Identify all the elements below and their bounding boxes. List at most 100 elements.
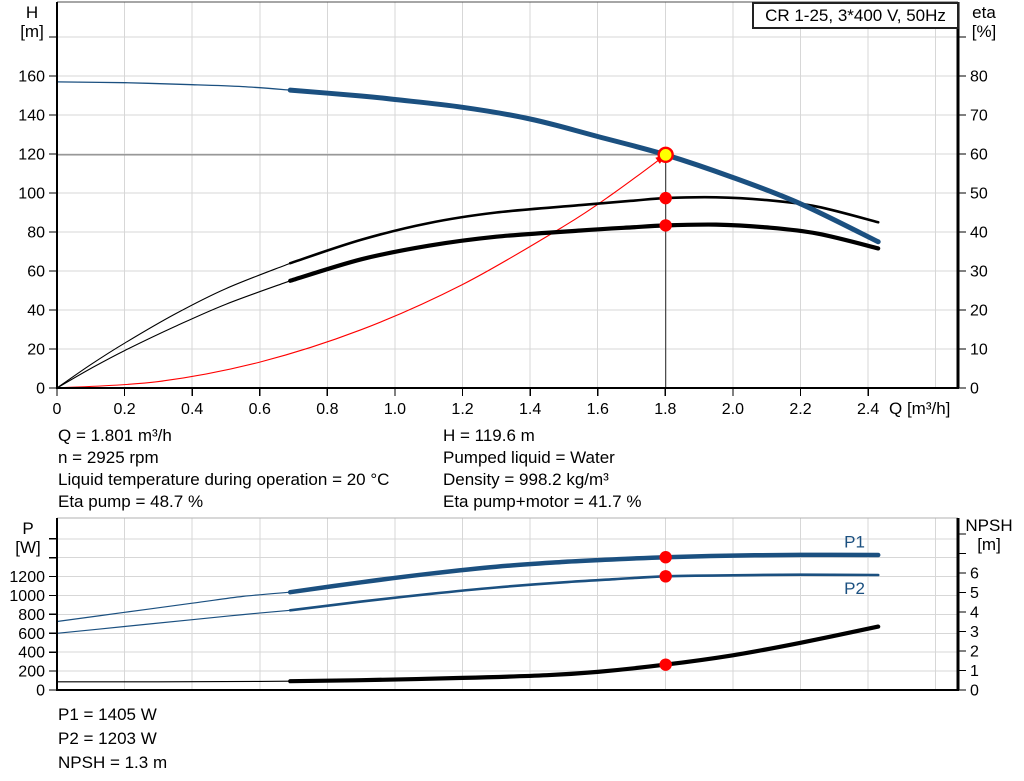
right-axis-tick-label: 50 (970, 186, 988, 203)
duty-point-head-marker[interactable] (657, 146, 674, 164)
pump-head-curve-thin-segment (56, 81, 291, 91)
p1-readout: P1 = 1405 W (58, 705, 157, 724)
x-axis-tick-label: 2.0 (722, 401, 744, 418)
x-axis-tick-label: 1.4 (519, 401, 541, 418)
left-axis-tick-label: 80 (27, 225, 45, 242)
right-axis-tick-label: 30 (970, 264, 988, 281)
npsh-curve (288, 624, 881, 684)
h-axis-title-line2: [m] (20, 22, 44, 41)
x-axis-tick-label: 1.2 (451, 401, 473, 418)
left-axis-tick-label: 200 (18, 664, 45, 681)
marker-layer (659, 551, 672, 671)
x-axis-tick-label: 2.4 (857, 401, 879, 418)
liquid-temperature-readout: Liquid temperature during operation = 20… (58, 470, 390, 489)
duty-readout-left-column: Q = 1.801 m³/h n = 2925 rpm Liquid tempe… (58, 425, 389, 513)
left-axis-tick-label: 0 (36, 683, 45, 700)
series-layer: P2 P1 (56, 533, 881, 684)
pump-head-curve (287, 87, 881, 245)
npsh-axis-title: NPSH [m] (957, 516, 1021, 554)
eta-pump-curve-thin-segment (56, 262, 291, 389)
right-axis-tick-label: 40 (970, 225, 988, 242)
series-layer (56, 81, 881, 389)
right-axis-tick-label: 10 (970, 342, 988, 359)
right-axis-tick-label: 5 (970, 585, 979, 602)
npsh-readout: NPSH = 1.3 m (58, 753, 168, 772)
eta-axis-title: eta [%] (962, 3, 1006, 41)
eta-pump-curve (288, 195, 880, 265)
tick-layer: 0 200 400 600 800 1000 1200 0 1 2 3 4 5 6 (9, 533, 979, 700)
duty-point-p1-marker[interactable] (659, 551, 672, 564)
duty-point-eta-pump-marker[interactable] (659, 191, 672, 205)
power-readout-column: P1 = 1405 W P2 = 1203 W NPSH = 1.3 m (58, 703, 167, 775)
npsh-curve-thin-segment (56, 680, 291, 683)
left-axis-tick-label: 1200 (9, 569, 45, 586)
x-axis-tick-label: 1.0 (384, 401, 406, 418)
duty-readout-right-column: H = 119.6 m Pumped liquid = Water Densit… (443, 425, 641, 513)
left-axis-tick-label: 400 (18, 645, 45, 662)
x-axis-tick-label: 1.8 (654, 401, 676, 418)
p-axis-title-line2: [W] (15, 538, 41, 557)
eta-axis-title-line2: [%] (971, 22, 997, 41)
x-axis-tick-label: 0.8 (316, 401, 338, 418)
grid-layer (57, 518, 958, 690)
left-axis-tick-label: 60 (27, 264, 45, 281)
x-axis-tick-label: 0 (53, 401, 62, 418)
duty-point-p2-marker[interactable] (659, 570, 672, 583)
left-axis-tick-label: 100 (18, 186, 45, 203)
p1-curve (287, 552, 881, 595)
right-axis-tick-label: 70 (970, 108, 988, 125)
density-readout: Density = 998.2 kg/m³ (443, 470, 609, 489)
eta-pump-motor-readout: Eta pump+motor = 41.7 % (443, 492, 642, 511)
p1-curve-thin-segment (56, 591, 291, 623)
pump-model-badge: CR 1-25, 3*400 V, 50Hz (752, 2, 959, 29)
left-axis-tick-label: 140 (18, 108, 45, 125)
left-axis-tick-label: 600 (18, 626, 45, 643)
duty-point-npsh-marker[interactable] (659, 658, 672, 671)
marker-layer (657, 146, 674, 232)
p2-curve-label: P2 (844, 579, 865, 598)
eta-pump-motor-curve (288, 222, 881, 283)
duty-flow-readout: Q = 1.801 m³/h (58, 426, 172, 445)
p-axis-title-line1: P (22, 519, 34, 538)
h-axis-title-line1: H (25, 3, 39, 22)
x-axis-tick-label: 0.2 (113, 401, 135, 418)
eta-pump-readout: Eta pump = 48.7 % (58, 492, 204, 511)
left-axis-tick-label: 20 (27, 342, 45, 359)
right-axis-tick-label: 4 (970, 604, 979, 621)
axes-layer (56, 1, 960, 389)
x-axis-tick-label: 1.6 (587, 401, 609, 418)
left-axis-tick-label: 120 (18, 147, 45, 164)
right-axis-tick-label: 1 (970, 663, 979, 680)
p2-curve (288, 573, 880, 612)
eta-pump-motor-curve-thin-segment (56, 280, 291, 389)
right-axis-tick-label: 20 (970, 303, 988, 320)
npsh-axis-title-line1: NPSH (965, 516, 1013, 535)
duty-point-eta-pump-motor-marker[interactable] (659, 219, 672, 232)
x-axis-tick-label: 0.4 (181, 401, 203, 418)
grid-layer (57, 2, 958, 388)
p-axis-title: P [W] (8, 519, 48, 557)
left-axis-tick-label: 160 (18, 69, 45, 86)
q-axis-title: Q [m³/h] (889, 399, 951, 418)
x-axis-tick-label: 0.6 (249, 401, 271, 418)
pumped-liquid-readout: Pumped liquid = Water (443, 448, 615, 467)
left-axis-tick-label: 800 (18, 607, 45, 624)
axes-layer (56, 517, 960, 691)
p1-curve-label: P1 (844, 533, 865, 552)
npsh-axis-title-line2: [m] (977, 535, 1001, 554)
right-axis-tick-label: 3 (970, 624, 979, 641)
right-axis-tick-label: 60 (970, 147, 988, 164)
right-axis-tick-label: 2 (970, 643, 979, 660)
left-axis-tick-label: 40 (27, 303, 45, 320)
tick-layer: 0 20 40 60 80 100 120 140 160 0 10 20 30 40 50 60 70 80 0 0… (18, 36, 988, 418)
pump-speed-readout: n = 2925 rpm (58, 448, 159, 467)
duty-head-readout: H = 119.6 m (443, 426, 535, 445)
p2-curve-thin-segment (56, 609, 291, 634)
right-axis-tick-label: 0 (970, 381, 979, 398)
x-axis-tick-label: 2.2 (789, 401, 811, 418)
h-axis-title: H [m] (12, 3, 52, 41)
left-axis-tick-label: 1000 (9, 588, 45, 605)
p2-readout: P2 = 1203 W (58, 729, 157, 748)
